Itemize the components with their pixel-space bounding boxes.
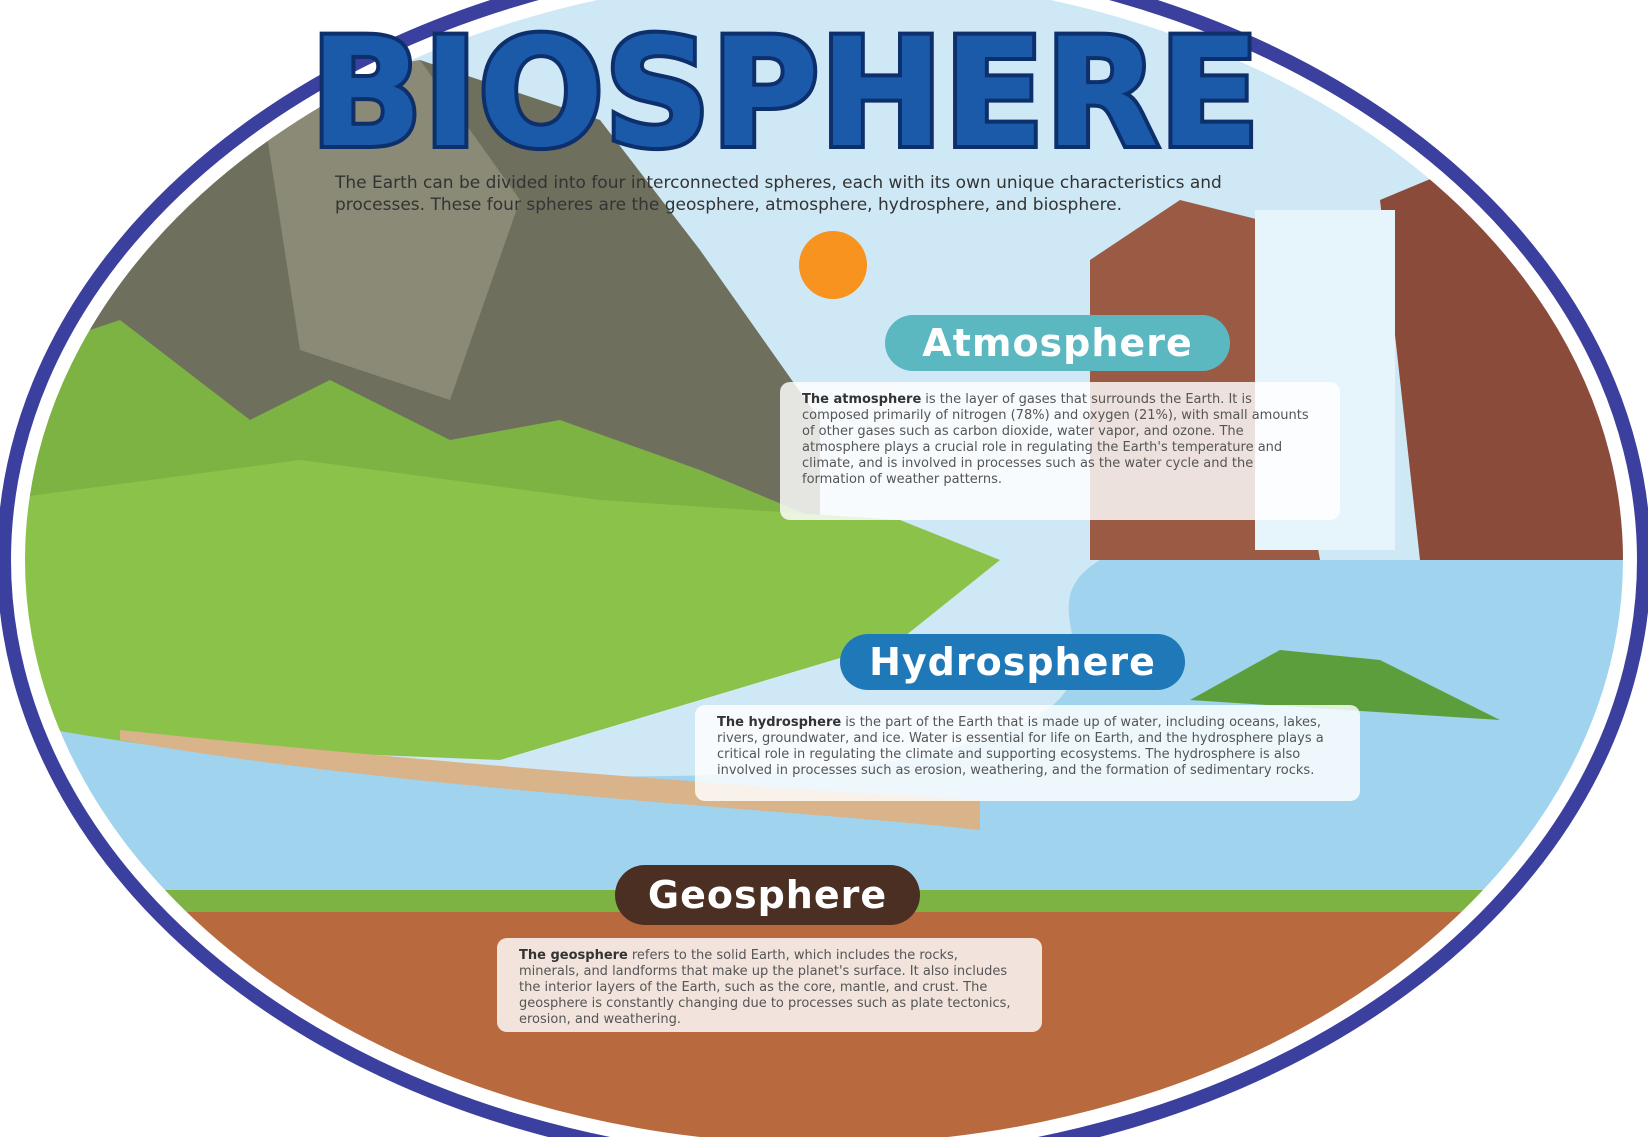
- section-term: The hydrosphere: [717, 715, 841, 730]
- page: BIOSPHERE The Earth can be divided into …: [0, 0, 1648, 1137]
- section-term: The geosphere: [519, 948, 628, 963]
- sun: [799, 231, 867, 299]
- intro: The Earth can be divided into four inter…: [335, 172, 1255, 216]
- section-label: Hydrosphere: [840, 634, 1185, 690]
- section-label: Atmosphere: [885, 315, 1230, 371]
- section-term: The atmosphere: [802, 392, 921, 407]
- section-label: Geosphere: [615, 865, 920, 925]
- title: BIOSPHERE: [310, 7, 1260, 181]
